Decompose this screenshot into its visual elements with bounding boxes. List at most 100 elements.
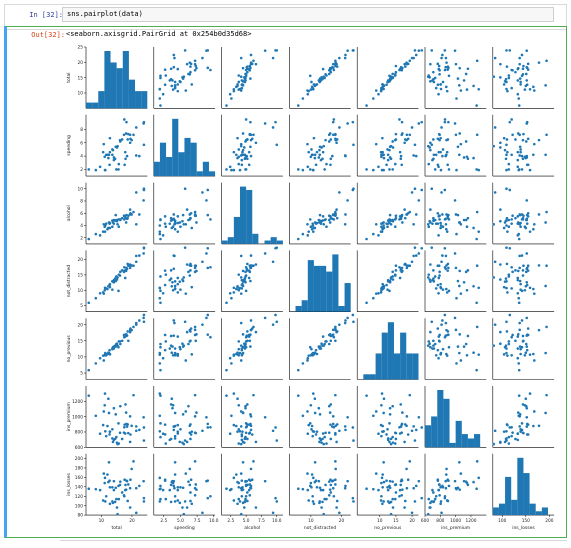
scatter-point xyxy=(301,232,305,236)
scatter-point xyxy=(447,484,451,488)
y-tick-label: 6 xyxy=(80,140,83,146)
scatter-point xyxy=(138,213,141,216)
scatter-point xyxy=(381,473,384,476)
scatter-point xyxy=(205,49,208,52)
scatter-point xyxy=(201,511,204,515)
pairplot-panel-total-vs-no_previous xyxy=(356,47,424,109)
scatter-point xyxy=(232,423,236,427)
scatter-point xyxy=(118,431,122,435)
scatter-point xyxy=(439,150,442,154)
y-tick-label: 20 xyxy=(78,322,84,328)
scatter-point xyxy=(525,345,529,348)
scatter-point xyxy=(343,321,347,325)
scatter-point xyxy=(382,429,385,433)
scatter-point xyxy=(516,158,520,162)
histogram-bar xyxy=(344,283,351,312)
scatter-point xyxy=(466,334,470,338)
scatter-point xyxy=(111,280,115,283)
scatter-point xyxy=(441,148,445,151)
scatter-point xyxy=(420,120,424,124)
scatter-point xyxy=(429,80,432,83)
scatter-point xyxy=(388,221,391,224)
output-cell[interactable]: Out[32]: xyxy=(4,26,567,538)
scatter-point xyxy=(525,199,529,202)
scatter-point xyxy=(507,275,511,278)
scatter-point xyxy=(142,496,146,500)
scatter-point xyxy=(235,287,238,291)
scatter-point xyxy=(472,226,475,230)
scatter-point xyxy=(274,426,277,429)
scatter-point xyxy=(236,285,239,289)
scatter-point xyxy=(511,270,514,274)
scatter-point xyxy=(524,140,528,143)
scatter-point xyxy=(179,288,182,291)
scatter-point xyxy=(193,460,197,463)
scatter-point xyxy=(412,154,415,157)
scatter-point xyxy=(517,104,521,107)
scatter-point xyxy=(181,279,185,283)
scatter-point xyxy=(434,287,438,290)
scatter-point xyxy=(447,289,451,293)
scatter-point xyxy=(329,216,333,220)
scatter-point xyxy=(436,283,440,287)
scatter-point xyxy=(466,216,470,220)
scatter-point xyxy=(164,340,168,343)
scatter-point xyxy=(164,225,168,229)
scatter-point xyxy=(329,491,333,494)
scatter-point xyxy=(228,432,232,436)
scatter-point xyxy=(525,83,529,86)
scatter-point xyxy=(525,333,529,336)
scatter-point xyxy=(389,277,393,280)
scatter-point xyxy=(335,65,339,68)
x-tick-label: 10 xyxy=(308,518,314,524)
scatter-point xyxy=(532,85,535,89)
scatter-point xyxy=(493,429,497,433)
pairplot-panel-speeding-vs-no_previous xyxy=(356,114,424,177)
pairplot-panel-no_previous-vs-ins_losses xyxy=(492,313,555,380)
scatter-point xyxy=(104,168,107,172)
scatter-point xyxy=(334,478,337,482)
scatter-point xyxy=(122,214,126,218)
scatter-point xyxy=(189,339,192,343)
scatter-point xyxy=(120,491,124,494)
scatter-point xyxy=(516,335,520,338)
pairplot-panel-speeding-vs-speeding xyxy=(153,114,216,177)
scatter-point xyxy=(386,158,390,162)
scatter-point xyxy=(115,168,118,171)
scatter-point xyxy=(237,148,241,151)
scatter-point xyxy=(314,348,318,352)
scatter-point xyxy=(239,142,243,146)
scatter-point xyxy=(307,89,311,93)
scatter-point xyxy=(232,476,236,480)
scatter-point xyxy=(314,163,318,167)
scatter-point xyxy=(453,122,457,125)
scatter-point xyxy=(189,327,193,330)
scatter-point xyxy=(499,141,502,145)
scatter-point xyxy=(398,150,402,154)
scatter-point xyxy=(271,126,275,129)
scatter-point xyxy=(245,154,249,158)
scatter-point xyxy=(296,394,300,397)
input-cell[interactable]: In [32]: xyxy=(4,4,567,30)
scatter-point xyxy=(433,275,437,278)
scatter-point xyxy=(388,486,392,490)
code-input[interactable]: sns.pairplot(data) xyxy=(62,7,554,22)
scatter-point xyxy=(505,437,508,440)
scatter-point xyxy=(237,442,241,445)
scatter-point xyxy=(443,118,447,121)
scatter-point xyxy=(331,66,335,70)
scatter-point xyxy=(228,356,232,360)
scatter-point xyxy=(441,53,444,57)
scatter-point xyxy=(102,142,106,146)
scatter-point xyxy=(313,460,317,464)
scatter-point xyxy=(331,486,335,490)
y-tick-label: 800 xyxy=(75,430,83,436)
scatter-point xyxy=(444,334,447,337)
scatter-point xyxy=(237,162,241,166)
scatter-point xyxy=(173,460,177,464)
scatter-point xyxy=(516,234,520,237)
scatter-point xyxy=(159,497,162,501)
scatter-point xyxy=(520,168,524,171)
scatter-point xyxy=(521,67,525,71)
